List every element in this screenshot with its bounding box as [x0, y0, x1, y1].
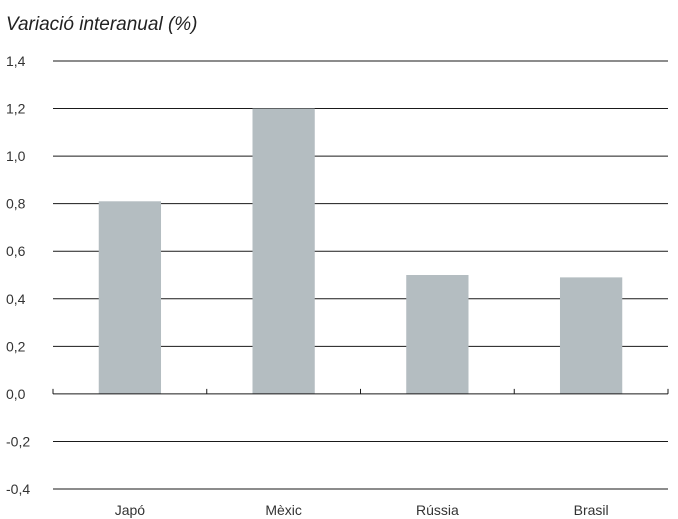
bar-layer [98, 108, 623, 394]
y-tick-label: 1,0 [6, 148, 26, 164]
x-tick-label: Japó [115, 502, 146, 518]
y-tick-label: 0,0 [6, 386, 26, 402]
y-tick-label: -0,2 [6, 433, 30, 449]
x-tick-label: Mèxic [265, 502, 302, 518]
bar [559, 277, 623, 394]
bar [252, 108, 315, 394]
bar [98, 201, 162, 394]
x-tick-label: Rússia [416, 502, 459, 518]
y-tick-label: 1,4 [6, 53, 26, 69]
axis-layer [52, 388, 669, 395]
chart-subtitle: Variació interanual (%) [6, 14, 198, 35]
label-layer: 1,4 1,2 1,0 0,8 0,6 0,4 0,2 0,0 -0,2 -0,4 Japó Mèxi… [6, 53, 609, 518]
x-tick-label: Brasil [574, 502, 609, 518]
y-tick-label: 0,8 [6, 196, 26, 212]
y-tick-label: 1,2 [6, 101, 26, 117]
y-tick-label: 0,6 [6, 243, 26, 259]
y-tick-label: -0,4 [6, 481, 30, 497]
y-tick-label: 0,2 [6, 338, 26, 354]
bar [406, 275, 469, 394]
y-tick-label: 0,4 [6, 291, 26, 307]
